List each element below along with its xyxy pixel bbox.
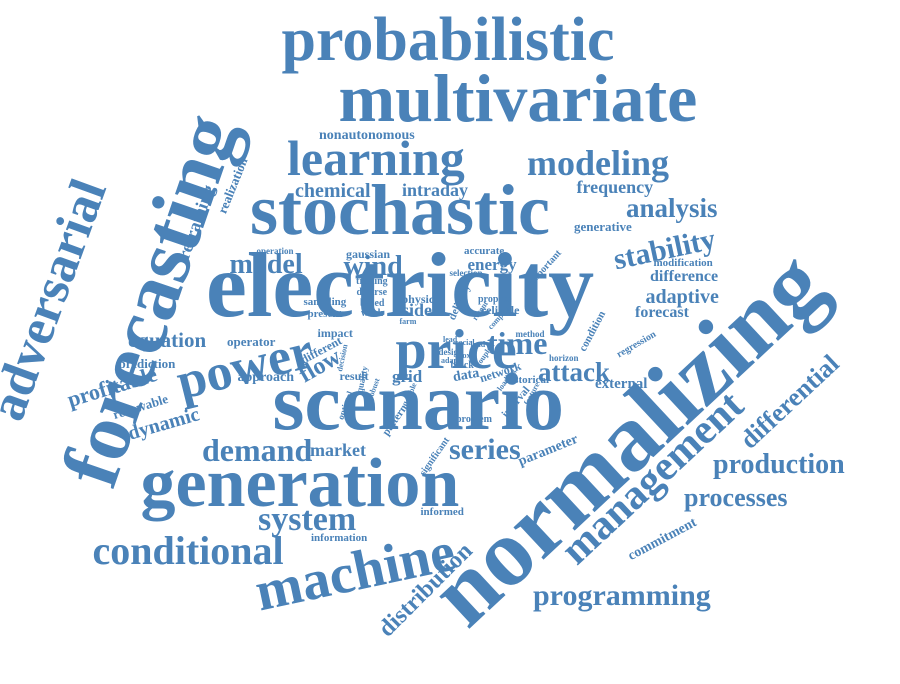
word-box: box [458, 351, 471, 360]
word-approach: approach [237, 370, 295, 385]
word-processes: processes [684, 483, 788, 512]
word-programming: programming [533, 579, 711, 612]
word-problem: problem [456, 414, 492, 425]
word-scenario: scenario [272, 356, 564, 447]
word-multivariate: multivariate [338, 60, 698, 136]
word-load: load [470, 340, 486, 349]
word-nonautonomous: nonautonomous [319, 128, 415, 143]
word-black: black [450, 360, 474, 371]
word-prediction: prediction [118, 355, 176, 371]
word-price: price [395, 319, 517, 381]
word-intraday: intraday [402, 180, 469, 200]
word-equation: equation [128, 327, 207, 352]
word-frequency: frequency [576, 177, 654, 197]
word-reliable: reliable [481, 303, 520, 317]
word-selection: selection [449, 267, 483, 278]
word-generative: generative [574, 218, 632, 234]
word-result: result [339, 369, 369, 383]
word-diverse: diverse [356, 287, 388, 298]
word-market: market [310, 440, 366, 460]
word-demand: demand [202, 432, 313, 468]
word-side: side [402, 300, 433, 320]
word-gaussian: gaussian [346, 247, 391, 261]
word-lead: lead [443, 335, 458, 344]
word-conditional: conditional [92, 528, 284, 573]
word-physic: physic [401, 292, 435, 306]
word-accurate: accurate [464, 244, 505, 257]
word-probabilistic: probabilistic [281, 6, 615, 74]
word-informed: informed [420, 505, 464, 518]
word-work: work [361, 308, 384, 319]
word-sampling: sampling [303, 295, 347, 308]
word-adaptive: adaptive [645, 286, 719, 308]
word-grid: grid [392, 366, 423, 386]
word-energy: energy [467, 254, 517, 274]
word-wind: wind [343, 251, 403, 282]
word-electricity: electricity [206, 234, 595, 336]
word-method: method [515, 328, 545, 339]
word-horizon: horizon [549, 352, 579, 363]
word-present: present [307, 307, 343, 320]
word-modeling: modeling [527, 143, 670, 183]
word-operation: operation [256, 245, 294, 256]
word-time: time [487, 325, 548, 361]
word-learning: learning [287, 130, 465, 186]
word-chemical: chemical [295, 180, 371, 202]
word-modification: modification [653, 256, 713, 269]
word-historical: historical [505, 373, 549, 386]
word-impact: impact [317, 326, 353, 340]
word-farm: farm [399, 317, 417, 326]
word-adapt: adapt [441, 356, 461, 365]
word-system: system [258, 501, 357, 538]
word-forecast: forecast [635, 304, 689, 321]
word-stochastic: stochastic [250, 170, 550, 250]
word-series: series [449, 433, 521, 466]
word-attack: attack [538, 356, 610, 387]
word-social: social [455, 338, 475, 347]
word-propose: propose [478, 294, 512, 305]
word-based: based [360, 298, 385, 309]
word-production: production [713, 449, 845, 480]
word-analysis: analysis [626, 192, 718, 223]
word-information: information [311, 531, 368, 544]
word-trading: trading [356, 276, 388, 287]
word-operator: operator [227, 333, 276, 349]
word-external: external [595, 375, 648, 392]
word-difference: difference [650, 268, 719, 285]
word-model: model [229, 249, 303, 280]
word-generation: generation [140, 445, 460, 522]
word-design: design [438, 346, 464, 357]
